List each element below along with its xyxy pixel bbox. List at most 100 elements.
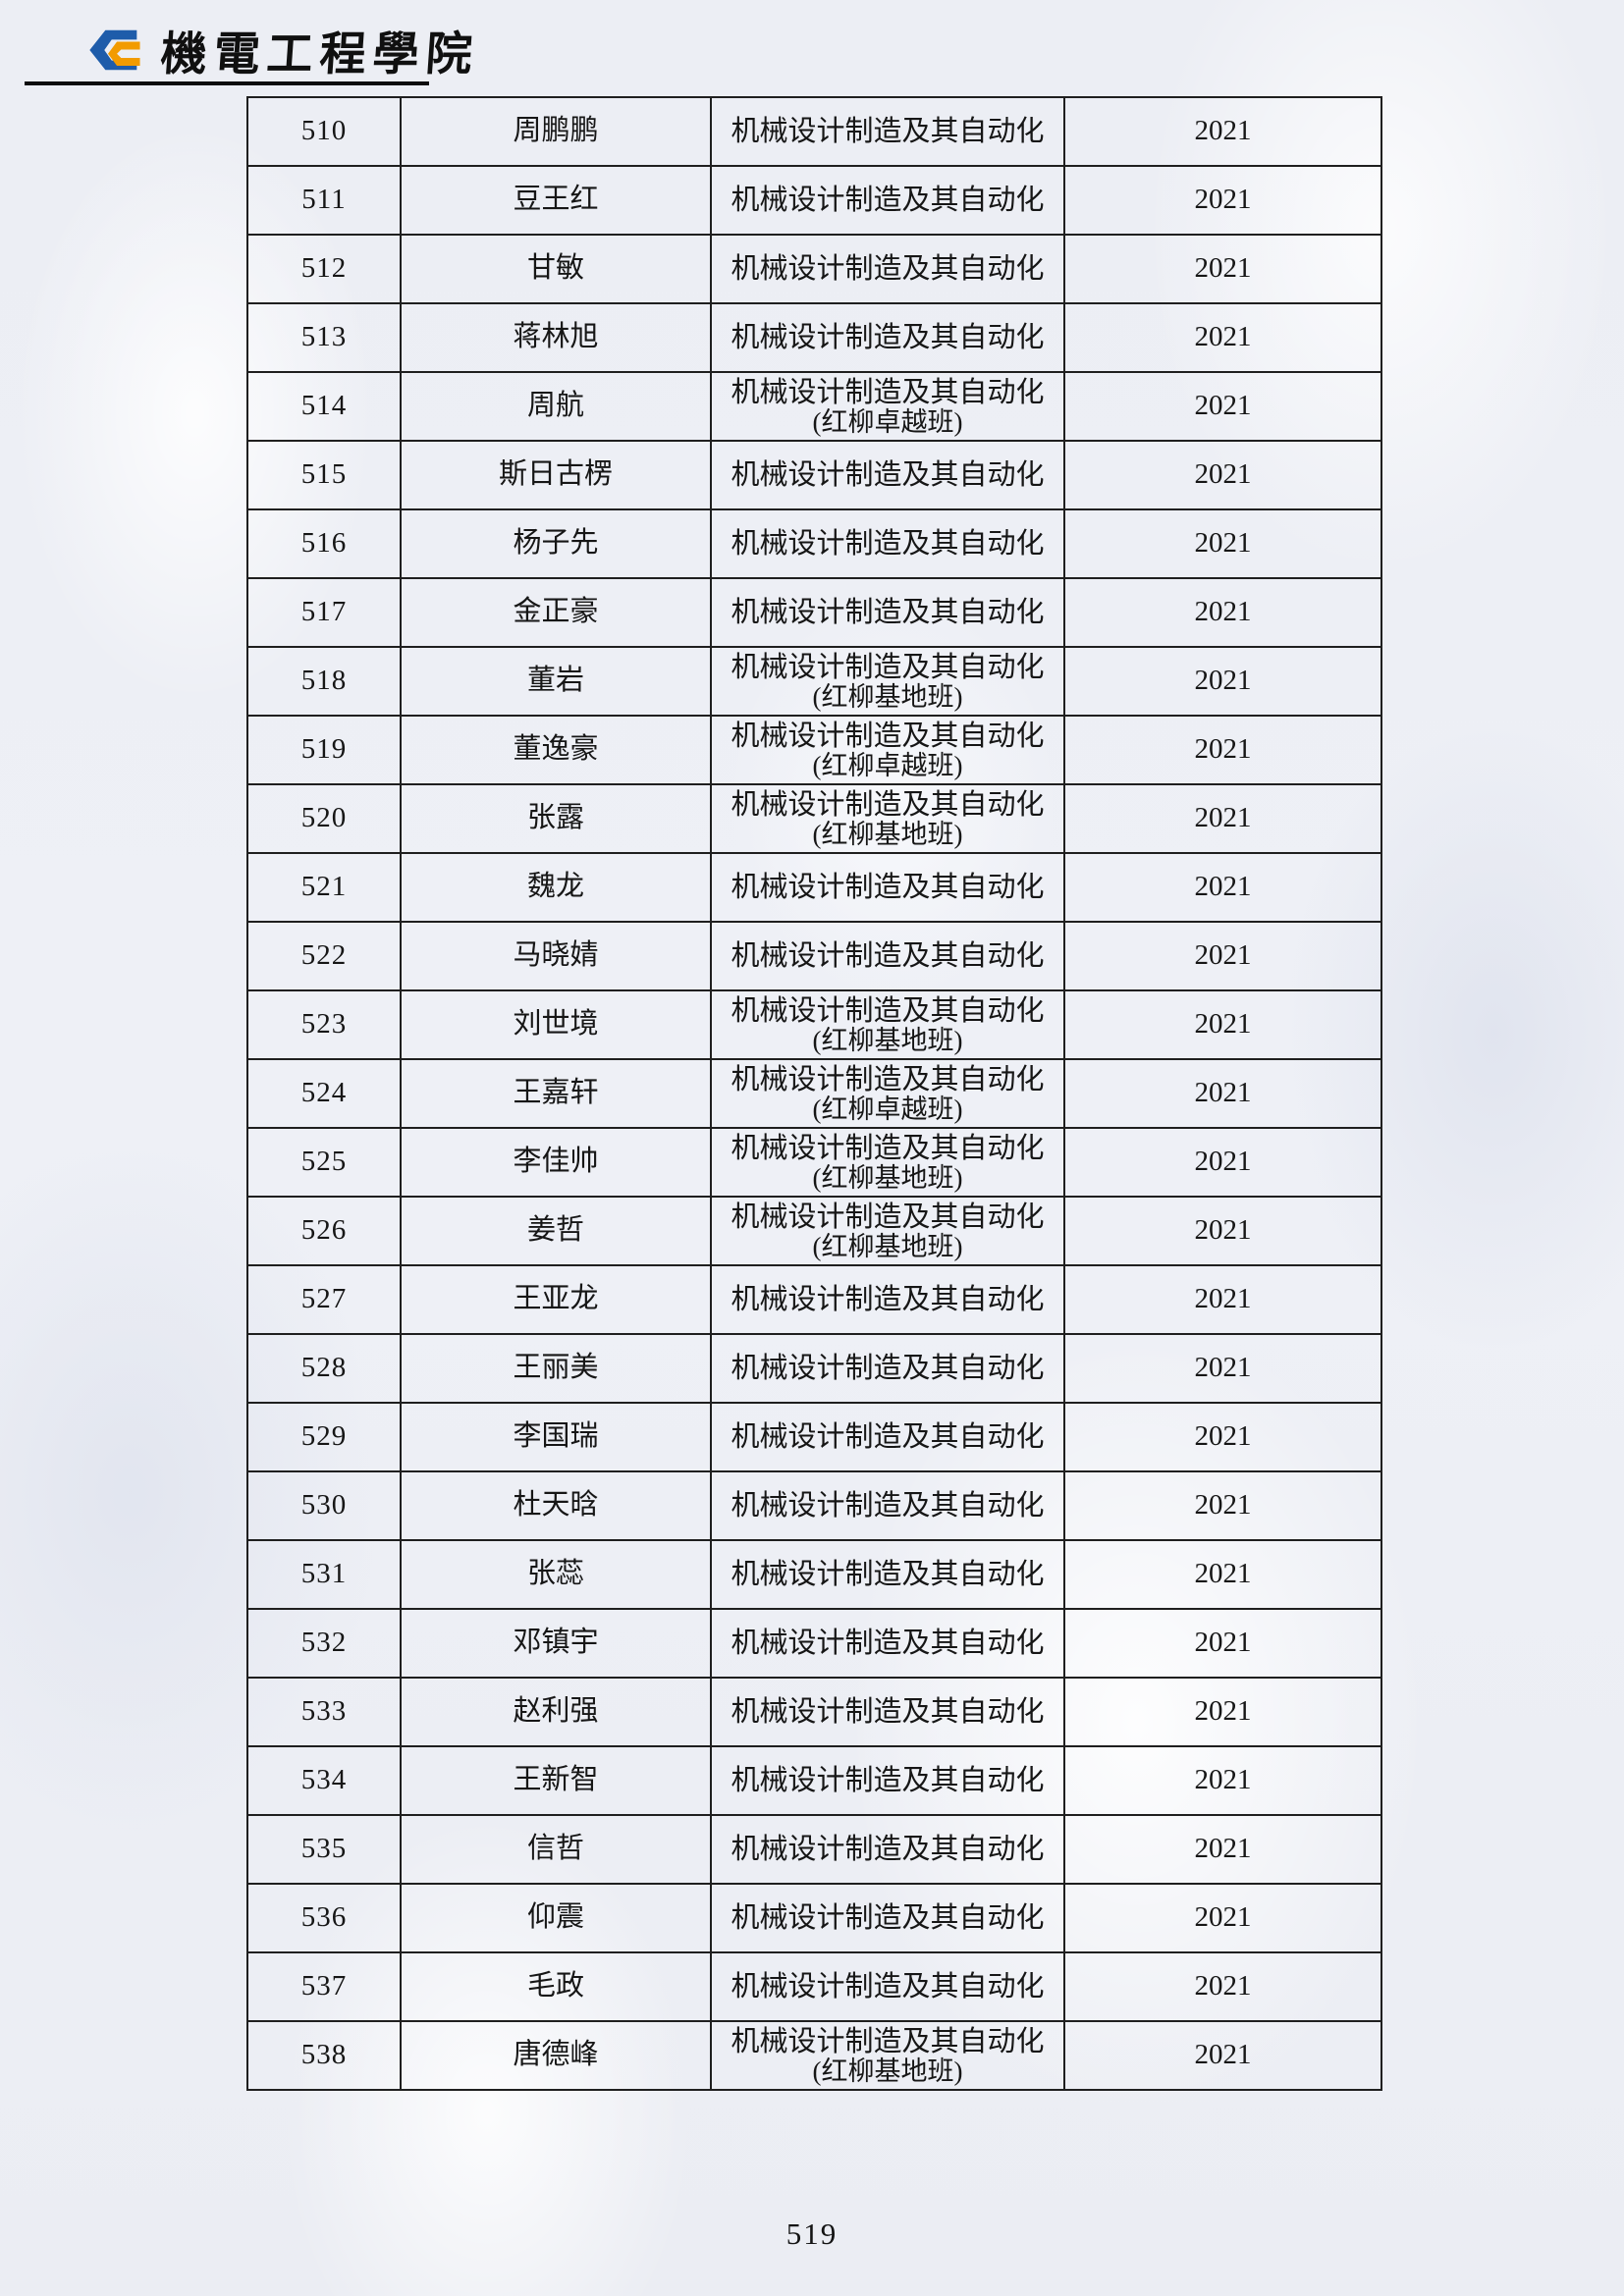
- cell-year: 2021: [1063, 1127, 1382, 1198]
- table-row: 535 信哲 机械设计制造及其自动化 2021: [246, 1814, 1382, 1885]
- cell-year: 2021: [1063, 1745, 1382, 1816]
- cell-number: 521: [246, 852, 402, 923]
- cell-major: 机械设计制造及其自动化: [710, 1745, 1065, 1816]
- cell-name: 王嘉轩: [400, 1058, 712, 1129]
- major-text: 机械设计制造及其自动化: [731, 1490, 1045, 1522]
- major-text: 机械设计制造及其自动化: [731, 720, 1045, 752]
- cell-number: 536: [246, 1883, 402, 1953]
- major-text: 机械设计制造及其自动化: [731, 1696, 1045, 1728]
- cell-number: 533: [246, 1677, 402, 1747]
- table-row: 510 周鹏鹏 机械设计制造及其自动化 2021: [246, 96, 1382, 167]
- cell-major: 机械设计制造及其自动化: [710, 1402, 1065, 1472]
- table-row: 536 仰震 机械设计制造及其自动化 2021: [246, 1883, 1382, 1953]
- page-number: 519: [785, 2216, 839, 2251]
- cell-name: 毛政: [400, 1951, 712, 2022]
- cell-number: 534: [246, 1745, 402, 1816]
- table-row: 537 毛政 机械设计制造及其自动化 2021: [246, 1951, 1382, 2022]
- cell-number: 515: [246, 440, 402, 510]
- major-text: 机械设计制造及其自动化: [731, 253, 1045, 285]
- table-row: 522 马晓婧 机械设计制造及其自动化 2021: [246, 921, 1382, 991]
- cell-number: 514: [246, 371, 402, 442]
- major-text: 机械设计制造及其自动化: [731, 376, 1045, 408]
- cell-name: 李佳帅: [400, 1127, 712, 1198]
- cell-name: 张露: [400, 783, 712, 854]
- cell-number: 516: [246, 508, 402, 579]
- cell-name: 魏龙: [400, 852, 712, 923]
- header-divider: [25, 81, 429, 85]
- cell-major: 机械设计制造及其自动化 (红柳基地班): [710, 646, 1065, 717]
- cell-major: 机械设计制造及其自动化 (红柳卓越班): [710, 1058, 1065, 1129]
- major-text: 机械设计制造及其自动化: [731, 788, 1045, 821]
- cell-number: 532: [246, 1608, 402, 1679]
- cell-major: 机械设计制造及其自动化: [710, 921, 1065, 991]
- cell-number: 512: [246, 234, 402, 304]
- cell-name: 王丽美: [400, 1333, 712, 1404]
- cell-year: 2021: [1063, 852, 1382, 923]
- major-note-text: (红柳卓越班): [812, 406, 963, 437]
- major-text: 机械设计制造及其自动化: [731, 1902, 1045, 1934]
- major-text: 机械设计制造及其自动化: [731, 1132, 1045, 1164]
- table-row: 531 张蕊 机械设计制造及其自动化 2021: [246, 1539, 1382, 1610]
- cell-year: 2021: [1063, 715, 1382, 785]
- cell-name: 金正豪: [400, 577, 712, 648]
- cell-name: 杨子先: [400, 508, 712, 579]
- table-row: 530 杜天晗 机械设计制造及其自动化 2021: [246, 1470, 1382, 1541]
- cell-name: 仰震: [400, 1883, 712, 1953]
- cell-major: 机械设计制造及其自动化 (红柳卓越班): [710, 371, 1065, 442]
- cell-name: 信哲: [400, 1814, 712, 1885]
- cell-name: 马晓婧: [400, 921, 712, 991]
- major-text: 机械设计制造及其自动化: [731, 528, 1045, 560]
- table-row: 529 李国瑞 机械设计制造及其自动化 2021: [246, 1402, 1382, 1472]
- table-row: 513 蒋林旭 机械设计制造及其自动化 2021: [246, 302, 1382, 373]
- major-text: 机械设计制造及其自动化: [731, 994, 1045, 1027]
- cell-number: 528: [246, 1333, 402, 1404]
- cell-year: 2021: [1063, 302, 1382, 373]
- table-row: 534 王新智 机械设计制造及其自动化 2021: [246, 1745, 1382, 1816]
- cell-major: 机械设计制造及其自动化: [710, 1951, 1065, 2022]
- major-text: 机械设计制造及其自动化: [731, 1284, 1045, 1315]
- cell-year: 2021: [1063, 1883, 1382, 1953]
- cell-name: 周航: [400, 371, 712, 442]
- major-text: 机械设计制造及其自动化: [731, 185, 1045, 216]
- table-row: 532 邓镇宇 机械设计制造及其自动化 2021: [246, 1608, 1382, 1679]
- cell-number: 524: [246, 1058, 402, 1129]
- major-text: 机械设计制造及其自动化: [731, 459, 1045, 491]
- major-text: 机械设计制造及其自动化: [731, 1834, 1045, 1865]
- cell-name: 蒋林旭: [400, 302, 712, 373]
- college-logo: 機電工程學院: [84, 16, 481, 83]
- cell-major: 机械设计制造及其自动化 (红柳卓越班): [710, 715, 1065, 785]
- major-text: 机械设计制造及其自动化: [731, 1765, 1045, 1796]
- cell-number: 531: [246, 1539, 402, 1610]
- cell-name: 甘敏: [400, 234, 712, 304]
- cell-major: 机械设计制造及其自动化: [710, 508, 1065, 579]
- cell-year: 2021: [1063, 371, 1382, 442]
- cell-number: 527: [246, 1264, 402, 1335]
- major-note-text: (红柳基地班): [812, 1025, 963, 1055]
- cell-major: 机械设计制造及其自动化: [710, 440, 1065, 510]
- cell-number: 529: [246, 1402, 402, 1472]
- cell-major: 机械设计制造及其自动化 (红柳基地班): [710, 989, 1065, 1060]
- cell-major: 机械设计制造及其自动化: [710, 1814, 1065, 1885]
- cell-year: 2021: [1063, 1470, 1382, 1541]
- cell-major: 机械设计制造及其自动化 (红柳基地班): [710, 1127, 1065, 1198]
- cell-number: 519: [246, 715, 402, 785]
- cell-major: 机械设计制造及其自动化 (红柳基地班): [710, 2020, 1065, 2091]
- cell-year: 2021: [1063, 1814, 1382, 1885]
- cell-major: 机械设计制造及其自动化: [710, 96, 1065, 167]
- major-text: 机械设计制造及其自动化: [731, 322, 1045, 353]
- cell-year: 2021: [1063, 1196, 1382, 1266]
- cell-major: 机械设计制造及其自动化: [710, 1539, 1065, 1610]
- cell-name: 周鹏鹏: [400, 96, 712, 167]
- cell-major: 机械设计制造及其自动化: [710, 302, 1065, 373]
- cell-name: 王新智: [400, 1745, 712, 1816]
- cell-major: 机械设计制造及其自动化: [710, 577, 1065, 648]
- table-row: 533 赵利强 机械设计制造及其自动化 2021: [246, 1677, 1382, 1747]
- college-logo-icon: [89, 29, 140, 70]
- cell-number: 518: [246, 646, 402, 717]
- cell-year: 2021: [1063, 1333, 1382, 1404]
- major-note-text: (红柳基地班): [812, 2056, 963, 2086]
- students-table: 510 周鹏鹏 机械设计制造及其自动化 2021 511 豆王红 机械设计制造及…: [246, 96, 1382, 2091]
- table-row: 516 杨子先 机械设计制造及其自动化 2021: [246, 508, 1382, 579]
- table-row: 514 周航 机械设计制造及其自动化 (红柳卓越班) 2021: [246, 371, 1382, 442]
